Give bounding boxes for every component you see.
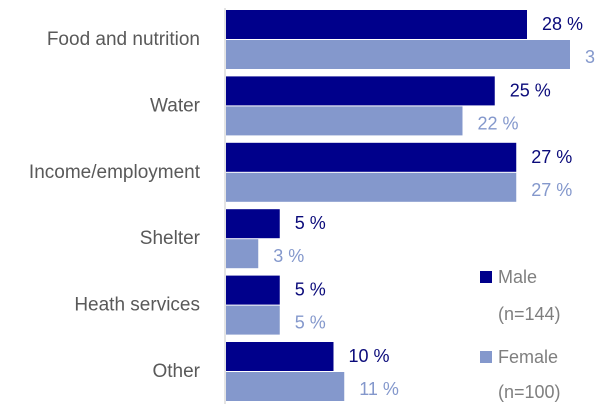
value-label-male-income-employment: 27 % <box>531 147 572 167</box>
bar-male-income-employment <box>226 142 517 172</box>
legend-label-female: Female <box>498 347 558 367</box>
value-label-female-heath-services: 5 % <box>295 313 326 333</box>
bar-male-shelter <box>226 209 280 239</box>
category-label-income-employment: Income/employment <box>29 162 201 183</box>
bar-female-heath-services <box>226 305 280 335</box>
value-label-male-food-and-nutrition: 28 % <box>542 14 583 34</box>
bars-layer <box>226 10 570 401</box>
value-label-male-shelter: 5 % <box>295 213 326 233</box>
bar-male-food-and-nutrition <box>226 10 527 39</box>
value-label-female-food-and-nutrition: 32 % <box>585 47 595 67</box>
bar-male-heath-services <box>226 275 280 305</box>
value-label-female-water: 22 % <box>478 113 519 133</box>
value-label-female-other: 11 % <box>359 379 399 399</box>
bar-female-food-and-nutrition <box>226 40 570 69</box>
value-label-male-heath-services: 5 % <box>295 280 326 300</box>
category-label-other: Other <box>152 361 200 382</box>
value-label-female-shelter: 3 % <box>273 246 304 266</box>
bar-male-other <box>226 342 334 371</box>
legend: Male (n=144) Female (n=100) <box>480 267 561 402</box>
value-label-male-other: 10 % <box>349 346 390 366</box>
legend-label-male: Male <box>498 267 537 287</box>
bar-female-other <box>226 372 345 401</box>
value-label-female-income-employment: 27 % <box>531 180 572 200</box>
legend-swatch-male <box>480 271 492 283</box>
bar-female-water <box>226 106 463 136</box>
category-label-water: Water <box>150 95 201 116</box>
legend-swatch-female <box>480 351 492 363</box>
category-label-heath-services: Heath services <box>74 295 200 316</box>
legend-sub-female: (n=100) <box>498 382 561 402</box>
legend-sub-male: (n=144) <box>498 304 561 324</box>
bar-male-water <box>226 76 495 106</box>
category-label-shelter: Shelter <box>140 228 201 249</box>
labels-layer: Food and nutrition 28 % 32 % Water 25 % 22 % I… <box>29 14 595 399</box>
value-label-male-water: 25 % <box>510 80 551 100</box>
bar-female-shelter <box>226 239 259 269</box>
bar-female-income-employment <box>226 172 517 202</box>
category-label-food-and-nutrition: Food and nutrition <box>47 29 200 50</box>
